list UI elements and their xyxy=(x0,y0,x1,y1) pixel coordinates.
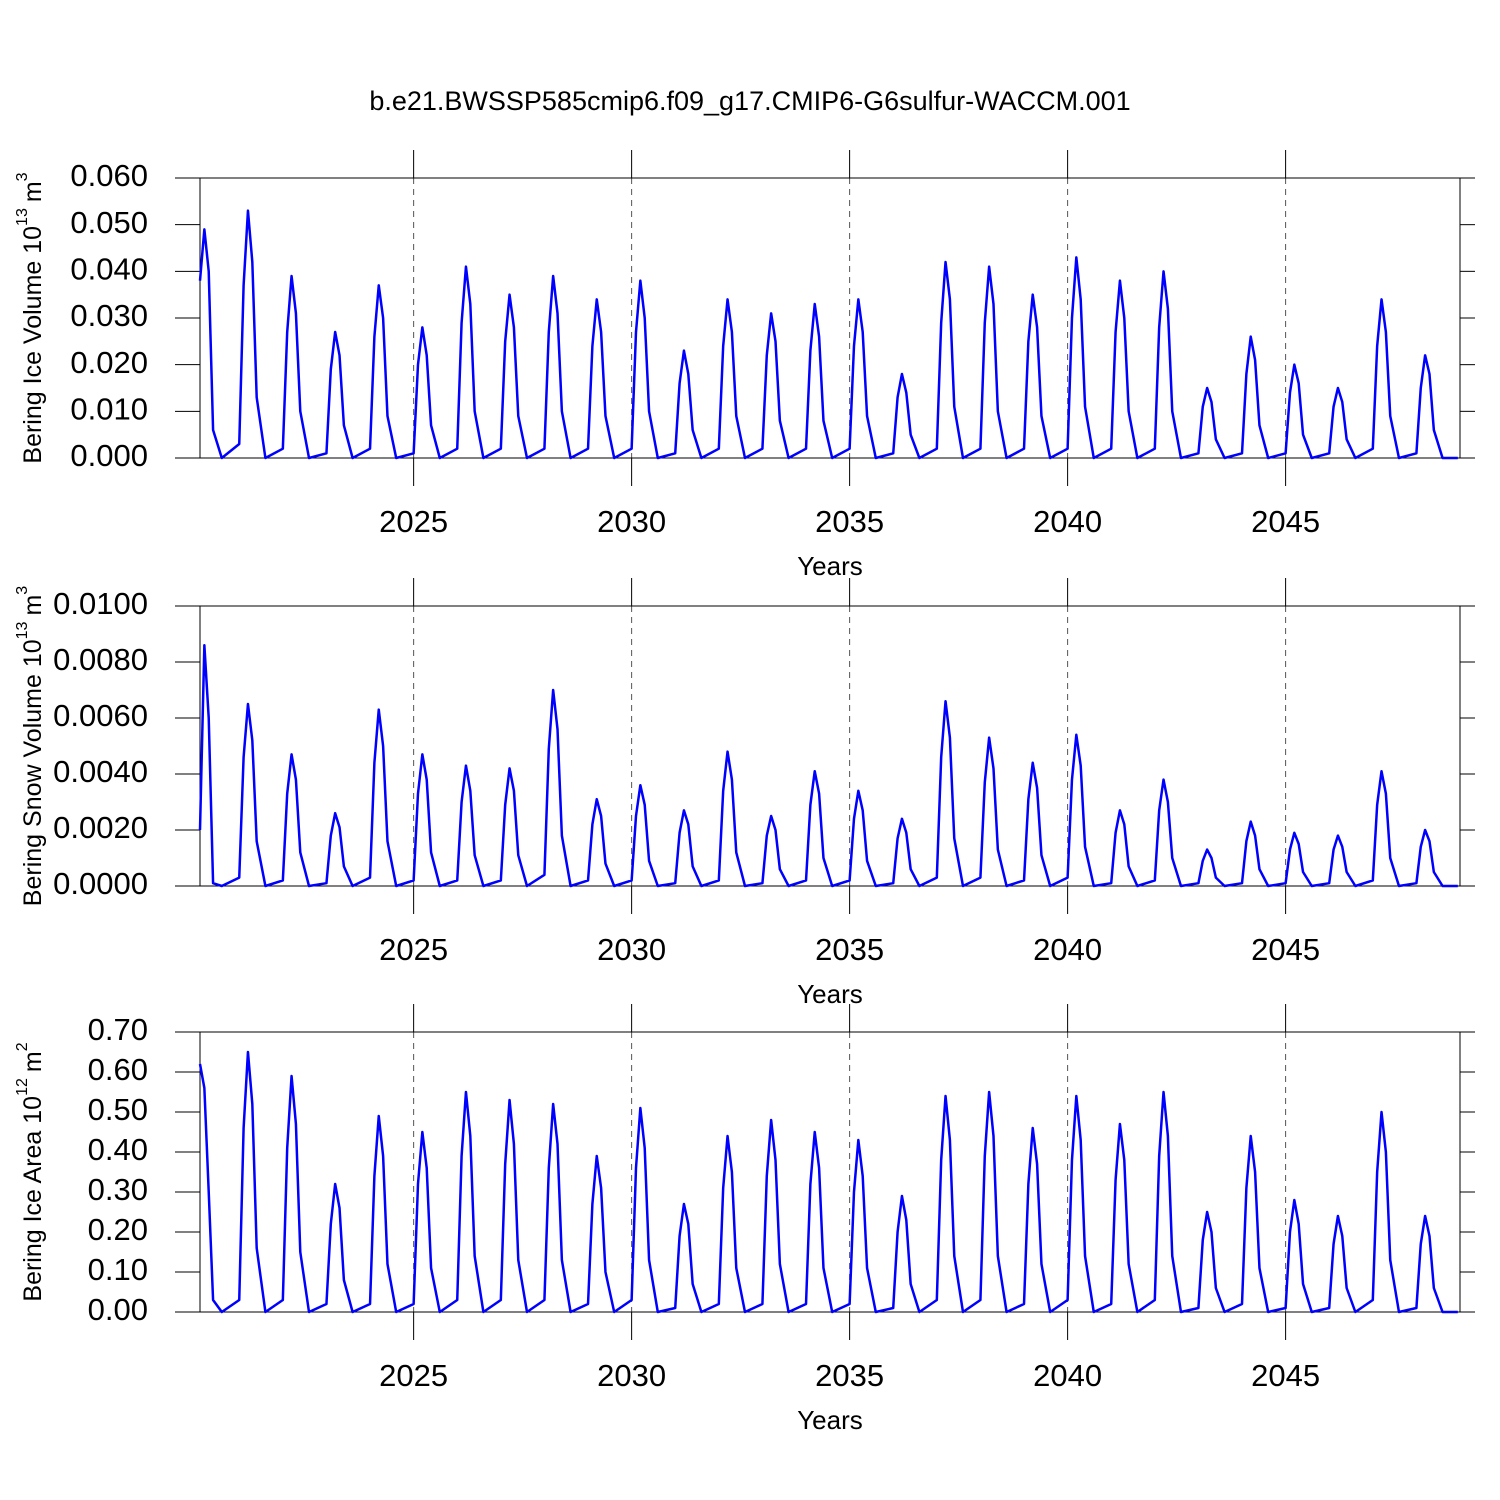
y-tick-label: 0.20 xyxy=(88,1212,148,1247)
y-axis-label-unit: m xyxy=(19,181,47,202)
x-tick-label: 2035 xyxy=(815,504,884,539)
y-tick-label: 0.0100 xyxy=(53,586,148,621)
y-tick-label: 0.10 xyxy=(88,1252,148,1287)
y-axis-label-unit-exponent: 3 xyxy=(14,172,31,181)
x-tick-label: 2045 xyxy=(1251,1358,1320,1393)
y-tick-label: 0.00 xyxy=(88,1292,148,1327)
x-tick-label: 2025 xyxy=(379,504,448,539)
y-axis-label-text: Bering Ice Area 10 xyxy=(19,1096,47,1302)
y-axis-label-text: Bering Ice Volume 10 xyxy=(19,226,47,464)
y-tick-label: 0.30 xyxy=(88,1172,148,1207)
y-tick-label: 0.50 xyxy=(88,1092,148,1127)
chart-title: b.e21.BWSSP585cmip6.f09_g17.CMIP6-G6sulf… xyxy=(369,86,1130,116)
x-tick-label: 2035 xyxy=(815,1358,884,1393)
x-tick-label: 2035 xyxy=(815,932,884,967)
x-tick-label: 2025 xyxy=(379,932,448,967)
y-tick-label: 0.000 xyxy=(70,438,148,473)
x-axis-label: Years xyxy=(797,1405,863,1435)
panel: 2025 2030 2035 2040 2045 0.000 0.010 0.020 0.030… xyxy=(14,150,1475,581)
x-tick-label: 2040 xyxy=(1033,932,1102,967)
y-axis-label-exponent: 13 xyxy=(14,208,31,226)
y-axis-label-unit-exponent: 2 xyxy=(14,1042,31,1051)
x-axis-label: Years xyxy=(797,979,863,1009)
y-tick-label: 0.010 xyxy=(70,392,148,427)
y-axis-label-unit: m xyxy=(19,595,47,616)
y-tick-label: 0.70 xyxy=(88,1012,148,1047)
y-axis-label: Bering Snow Volume 1013 m3 xyxy=(14,586,46,906)
y-tick-label: 0.60 xyxy=(88,1052,148,1087)
y-axis-label-exponent: 12 xyxy=(14,1078,31,1096)
x-axis-label: Years xyxy=(797,551,863,581)
x-tick-label: 2040 xyxy=(1033,1358,1102,1393)
y-tick-label: 0.40 xyxy=(88,1132,148,1167)
y-tick-label: 0.030 xyxy=(70,298,148,333)
y-tick-label: 0.0000 xyxy=(53,866,148,901)
y-tick-label: 0.0020 xyxy=(53,810,148,845)
data-line xyxy=(198,643,1458,888)
data-line xyxy=(198,1050,1458,1314)
x-tick-label: 2025 xyxy=(379,1358,448,1393)
y-tick-label: 0.0040 xyxy=(53,754,148,789)
y-axis-label: Bering Ice Area 1012 m2 xyxy=(14,1042,46,1301)
x-tick-label: 2030 xyxy=(597,932,666,967)
y-axis-label: Bering Ice Volume 1013 m3 xyxy=(14,172,46,463)
x-tick-label: 2030 xyxy=(597,504,666,539)
y-axis-label-unit-exponent: 3 xyxy=(14,586,31,595)
x-tick-label: 2045 xyxy=(1251,932,1320,967)
y-axis-label-text: Bering Snow Volume 10 xyxy=(19,639,47,906)
x-tick-label: 2045 xyxy=(1251,504,1320,539)
y-tick-label: 0.0060 xyxy=(53,698,148,733)
y-tick-label: 0.0080 xyxy=(53,642,148,677)
y-axis-label-exponent: 13 xyxy=(14,621,31,639)
y-axis-label-unit: m xyxy=(19,1051,47,1072)
panel: 2025 2030 2035 2040 2045 0.00 0.10 0.20 0.30 0.40… xyxy=(14,1004,1475,1435)
x-tick-label: 2030 xyxy=(597,1358,666,1393)
y-tick-label: 0.020 xyxy=(70,345,148,380)
y-tick-label: 0.050 xyxy=(70,205,148,240)
y-tick-label: 0.040 xyxy=(70,252,148,287)
data-line xyxy=(198,209,1458,460)
y-tick-label: 0.060 xyxy=(70,158,148,193)
x-tick-label: 2040 xyxy=(1033,504,1102,539)
panel: 2025 2030 2035 2040 2045 0.0000 0.0020 0.0040 0.… xyxy=(14,578,1475,1009)
